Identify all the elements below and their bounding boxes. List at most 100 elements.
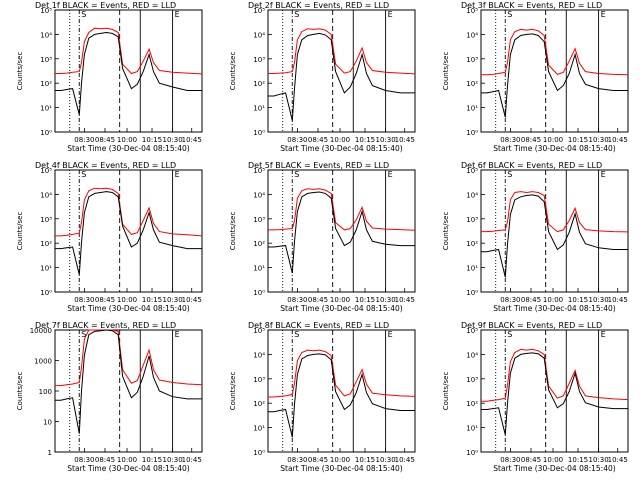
y-tick-label: 10⁵ xyxy=(253,327,265,335)
y-tick-label: 10³ xyxy=(466,216,478,224)
x-tick-label: 10:00 xyxy=(330,456,350,464)
y-tick-label: 10⁰ xyxy=(253,449,265,457)
series-line-lld xyxy=(268,28,416,75)
x-tick-label: 08:45 xyxy=(308,296,328,304)
chart-panel-7: Det 7f BLACK = Events, RED = LLD 1 10 100 10… xyxy=(16,321,203,473)
chart-panel-8: Det 8f BLACK = Events, RED = LLD 10⁰ 10¹ 10… xyxy=(229,321,416,473)
x-tick-label: 10:45 xyxy=(608,456,628,464)
y-tick-label: 10¹ xyxy=(40,105,52,113)
series-line-events xyxy=(268,353,415,438)
x-tick-label: 08:30 xyxy=(287,136,307,144)
series-line-events xyxy=(481,352,628,436)
chart-title: Det 5f BLACK = Events, RED = LLD xyxy=(248,161,389,170)
y-tick-label: 10² xyxy=(40,80,52,88)
x-tick-label: 10:45 xyxy=(608,296,628,304)
chart-title: Det 6f BLACK = Events, RED = LLD xyxy=(461,161,602,170)
series-line-events xyxy=(55,329,202,434)
plot-frame xyxy=(267,329,416,453)
x-axis-label: Start Time (30-Dec-04 08:15:40) xyxy=(280,144,402,153)
chart-panel-5: Det 5f BLACK = Events, RED = LLD 10⁰ 10¹ 10… xyxy=(229,161,416,313)
chart-panel-6: Det 6f BLACK = Events, RED = LLD 10⁰ 10¹ 10… xyxy=(442,161,629,313)
series-line-lld xyxy=(481,348,629,402)
start-marker-label: S xyxy=(507,10,512,19)
series-line-lld xyxy=(481,191,629,233)
x-tick-label: 10:00 xyxy=(117,296,137,304)
x-tick-label: 10:15 xyxy=(568,296,588,304)
y-tick-label: 10² xyxy=(40,240,52,248)
x-tick-label: 08:30 xyxy=(500,456,520,464)
y-tick-label: 10⁴ xyxy=(466,31,478,39)
y-tick-label: 10⁵ xyxy=(40,7,52,15)
x-tick-label: 10:15 xyxy=(142,456,162,464)
y-tick-label: 10⁰ xyxy=(466,129,478,137)
y-tick-label: 10¹ xyxy=(466,425,478,433)
plot-frame xyxy=(267,169,416,293)
chart-title: Det 8f BLACK = Events, RED = LLD xyxy=(248,321,389,330)
plot-frame xyxy=(54,169,203,293)
y-tick-label: 10² xyxy=(466,400,478,408)
x-tick-label: 10:45 xyxy=(182,456,202,464)
chart-panel-1: Det 1f BLACK = Events, RED = LLD 10⁰ 10¹ 10… xyxy=(16,1,203,153)
y-tick-label: 10³ xyxy=(253,376,265,384)
y-tick-label: 10¹ xyxy=(466,265,478,273)
x-tick-label: 10:15 xyxy=(568,136,588,144)
y-axis-label: Counts/sec xyxy=(442,52,450,91)
x-tick-label: 08:45 xyxy=(95,136,115,144)
x-tick-label: 10:45 xyxy=(608,136,628,144)
y-tick-label: 10³ xyxy=(253,216,265,224)
plot-frame xyxy=(480,9,629,133)
y-tick-label: 100 xyxy=(39,388,52,396)
y-tick-label: 10⁴ xyxy=(466,351,478,359)
end-marker-label: E xyxy=(388,330,393,339)
y-tick-label: 10⁵ xyxy=(253,167,265,175)
y-tick-label: 10⁴ xyxy=(40,31,52,39)
x-axis-label: Start Time (30-Dec-04 08:15:40) xyxy=(67,144,189,153)
y-axis-label: Counts/sec xyxy=(229,372,237,411)
x-tick-label: 10:30 xyxy=(589,296,609,304)
x-axis-label: Start Time (30-Dec-04 08:15:40) xyxy=(280,464,402,473)
x-tick-label: 10:30 xyxy=(376,296,396,304)
start-marker-label: S xyxy=(81,10,86,19)
x-tick-label: 10:30 xyxy=(589,136,609,144)
x-tick-label: 10:30 xyxy=(376,136,396,144)
x-tick-label: 10:15 xyxy=(142,296,162,304)
x-tick-label: 10:30 xyxy=(163,456,183,464)
series-line-events xyxy=(268,32,415,121)
chart-panel-3: Det 3f BLACK = Events, RED = LLD 10⁰ 10¹ 10… xyxy=(442,1,629,153)
chart-panel-9: Det 9f BLACK = Events, RED = LLD 10⁰ 10¹ 10… xyxy=(442,321,629,473)
series-line-events xyxy=(268,191,415,274)
series-line-lld xyxy=(481,28,629,76)
y-axis-label: Counts/sec xyxy=(16,372,24,411)
plot-frame xyxy=(480,329,629,453)
y-tick-label: 10¹ xyxy=(466,105,478,113)
x-tick-label: 08:30 xyxy=(74,296,94,304)
plot-frame xyxy=(267,9,416,133)
end-marker-label: E xyxy=(601,10,606,19)
y-tick-label: 10³ xyxy=(466,56,478,64)
y-tick-label: 10⁴ xyxy=(253,191,265,199)
end-marker-label: E xyxy=(388,10,393,19)
x-tick-label: 10:15 xyxy=(568,456,588,464)
start-marker-label: S xyxy=(81,170,86,179)
x-tick-label: 10:30 xyxy=(376,456,396,464)
x-axis-label: Start Time (30-Dec-04 08:15:40) xyxy=(67,304,189,313)
chart-panel-2: Det 2f BLACK = Events, RED = LLD 10⁰ 10¹ 10… xyxy=(229,1,416,153)
y-tick-label: 10 xyxy=(43,419,52,427)
x-tick-label: 10:00 xyxy=(117,456,137,464)
y-tick-label: 10⁰ xyxy=(466,289,478,297)
y-tick-label: 10⁵ xyxy=(40,167,52,175)
y-tick-label: 10⁵ xyxy=(466,167,478,175)
start-marker-label: S xyxy=(294,330,299,339)
y-axis-label: Counts/sec xyxy=(229,52,237,91)
chart-title: Det 9f BLACK = Events, RED = LLD xyxy=(461,321,602,330)
x-tick-label: 08:45 xyxy=(521,456,541,464)
series-line-lld xyxy=(268,349,416,398)
x-tick-label: 10:00 xyxy=(543,456,563,464)
x-tick-label: 10:30 xyxy=(589,456,609,464)
y-tick-label: 10⁴ xyxy=(253,351,265,359)
x-axis-label: Start Time (30-Dec-04 08:15:40) xyxy=(493,304,615,313)
series-line-lld xyxy=(55,27,203,75)
x-tick-label: 10:00 xyxy=(543,296,563,304)
series-line-lld xyxy=(55,187,203,237)
